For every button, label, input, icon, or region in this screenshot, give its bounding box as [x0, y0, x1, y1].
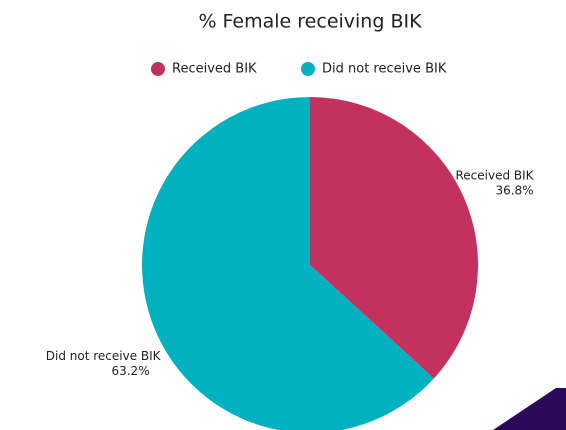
legend-label: Did not receive BIK [322, 62, 447, 77]
pie-slice [142, 97, 434, 430]
pie-slice [310, 97, 479, 379]
legend-swatch [151, 62, 165, 76]
data-label: 63.2% [111, 364, 149, 378]
data-label-name: Did not receive BIK [46, 349, 162, 363]
data-label: 36.8% [495, 183, 533, 197]
decoration [493, 388, 566, 430]
legend-swatch [301, 62, 315, 76]
chart-title: % Female receiving BIK [198, 11, 422, 33]
legend-label: Received BIK [172, 62, 257, 77]
data-label-name: Received BIK [455, 168, 534, 182]
